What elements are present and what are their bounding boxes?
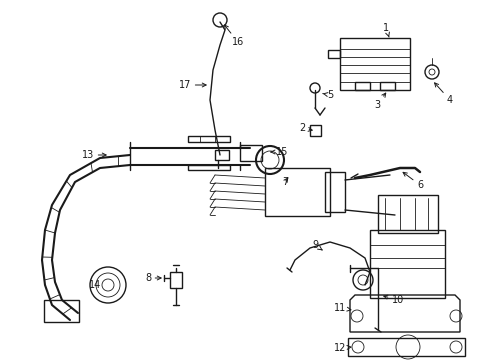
Text: 14: 14 xyxy=(89,280,101,290)
Text: 11: 11 xyxy=(333,303,350,313)
Text: 1: 1 xyxy=(382,23,388,37)
Bar xyxy=(215,150,228,160)
Bar xyxy=(309,125,320,136)
Text: 2: 2 xyxy=(298,123,311,133)
Text: 12: 12 xyxy=(333,343,350,353)
Text: 9: 9 xyxy=(311,240,322,250)
Bar xyxy=(377,195,437,233)
Bar xyxy=(325,172,345,212)
Text: 6: 6 xyxy=(402,172,422,190)
Text: 7: 7 xyxy=(281,177,287,187)
Bar xyxy=(240,145,262,161)
Bar xyxy=(264,168,329,216)
Bar xyxy=(170,272,182,288)
Text: 13: 13 xyxy=(81,150,106,160)
Text: 17: 17 xyxy=(179,80,206,90)
Text: 16: 16 xyxy=(224,25,244,47)
Text: 5: 5 xyxy=(322,90,332,100)
Text: 4: 4 xyxy=(434,83,452,105)
Text: 8: 8 xyxy=(144,273,161,283)
Bar xyxy=(44,300,79,322)
Bar xyxy=(369,230,444,298)
Text: 3: 3 xyxy=(373,93,385,110)
Text: 15: 15 xyxy=(270,147,287,157)
Bar xyxy=(339,38,409,90)
Text: 10: 10 xyxy=(383,295,403,305)
